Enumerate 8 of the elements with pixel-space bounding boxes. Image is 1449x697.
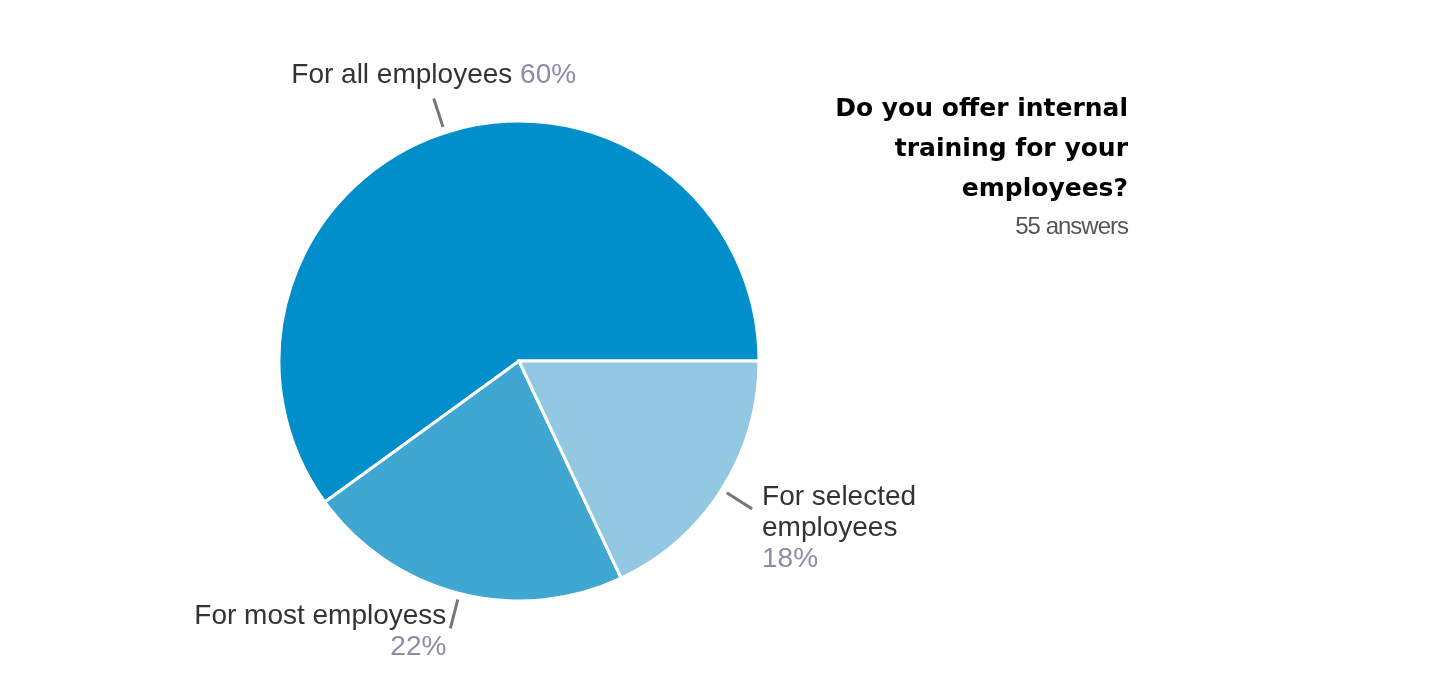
slice-label: For most employess xyxy=(194,599,447,631)
data-label: 22% xyxy=(390,630,447,662)
slice-label: For selected employees xyxy=(762,479,917,542)
text: 55 answers xyxy=(1014,212,1128,240)
data-label: 18% xyxy=(762,541,819,573)
slice-label: For all employees xyxy=(291,57,513,89)
data-label: 60% xyxy=(512,57,577,89)
text: Do you offer internal training for your employees? xyxy=(834,92,1128,204)
